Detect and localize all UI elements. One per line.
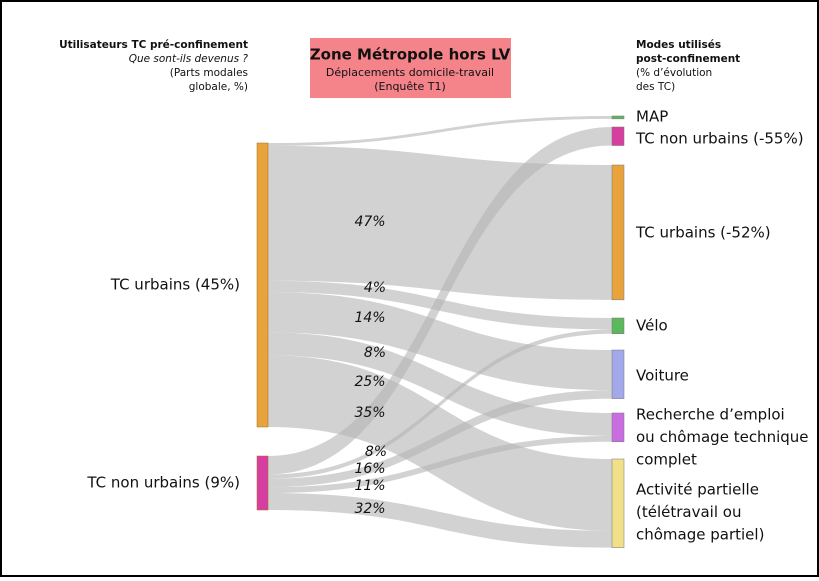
flow-label: 11% (354, 478, 385, 494)
target-node (611, 458, 625, 548)
chart-title: Zone Métropole hors LV (310, 46, 511, 64)
target-label: Vélo (636, 317, 668, 335)
subtitle: (Enquête T1) (374, 80, 446, 93)
flow-label: 14% (354, 310, 385, 326)
right-note: (% d’évolution (636, 67, 712, 79)
flow-label: 32% (354, 501, 385, 517)
source-label: TC urbains (45%) (110, 276, 240, 294)
target-label: complet (636, 451, 697, 469)
target-label: MAP (636, 108, 668, 126)
flow-band (268, 390, 612, 488)
flow-band (268, 145, 612, 300)
flow-band (268, 127, 612, 475)
flow-band (268, 116, 612, 146)
target-label: Activité partielle (636, 481, 759, 499)
source-node (256, 455, 269, 511)
subtitle: Déplacements domicile-travail (326, 66, 494, 79)
source-label: TC non urbains (9%) (86, 474, 240, 492)
flow-label: 35% (354, 405, 385, 421)
target-node (611, 412, 625, 443)
flow-band (268, 332, 612, 436)
flow-label: 8% (364, 345, 386, 361)
right-note: des TC) (636, 81, 675, 93)
flow-label: 16% (354, 461, 385, 477)
target-node (611, 126, 625, 146)
source-node (256, 142, 269, 428)
target-label: TC non urbains (-55%) (635, 130, 804, 148)
left-header: Utilisateurs TC pré-confinement (59, 39, 248, 51)
right-header: post-confinement (636, 53, 740, 65)
flow-label: 47% (354, 214, 385, 230)
target-label: TC urbains (-52%) (635, 224, 771, 242)
target-node (611, 115, 625, 120)
target-label: chômage partiel) (636, 526, 764, 544)
flow-label: 8% (365, 444, 387, 460)
flow-band (268, 435, 612, 494)
flow-label: 4% (364, 280, 386, 296)
left-question: Que sont-ils devenus ? (129, 53, 249, 65)
flow-band (268, 292, 612, 391)
flow-band (268, 355, 612, 531)
target-node (611, 349, 625, 399)
target-label: ou chômage technique (636, 428, 809, 446)
target-label: Voiture (636, 367, 689, 385)
target-label: Recherche d’emploi (636, 406, 785, 424)
target-label: (télétravail ou (636, 503, 741, 521)
flow-label: 25% (354, 374, 385, 390)
title-box (310, 38, 511, 98)
right-header: Modes utilisés (636, 39, 721, 51)
left-note: (Parts modales (170, 67, 248, 79)
target-node (611, 317, 625, 334)
left-note: globale, %) (189, 81, 248, 93)
target-node (611, 164, 625, 301)
flow-band (268, 329, 612, 479)
flow-band (268, 493, 612, 548)
